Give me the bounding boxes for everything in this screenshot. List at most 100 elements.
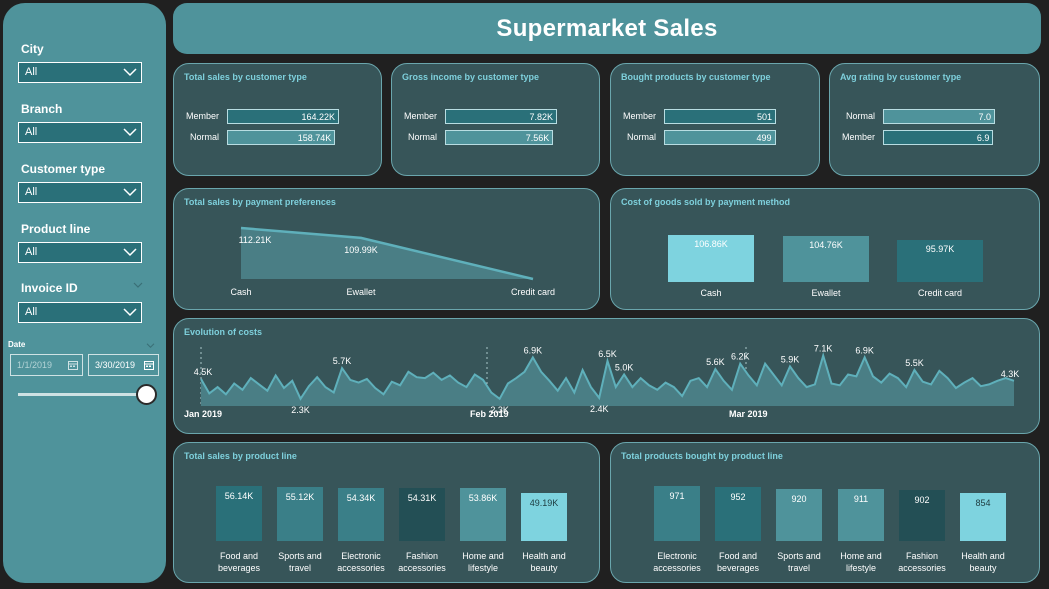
calendar-icon: [68, 361, 78, 370]
bar-value-label: 952: [730, 492, 746, 503]
bar-category-label: Normal: [407, 132, 437, 142]
customer-type-dropdown[interactable]: All: [18, 182, 142, 203]
bar-value-label: 6.9: [976, 133, 990, 143]
x-tick-label-line: lifestyle: [467, 563, 498, 573]
card-title: Bought products by customer type: [621, 72, 771, 82]
x-tick-label: Cash: [671, 287, 751, 299]
card-title: Total sales by product line: [184, 451, 297, 461]
date-range-slider-handle[interactable]: [136, 384, 157, 405]
x-tick-label-line: Food and: [718, 551, 758, 561]
branch-dropdown[interactable]: All: [18, 122, 142, 143]
data-label: 5.0K: [615, 363, 634, 373]
x-tick-label-line: Home and: [840, 551, 882, 561]
bar: [521, 492, 567, 541]
x-tick-label-line: Fashion: [905, 551, 939, 561]
start-date-input[interactable]: 1/1/2019: [10, 354, 83, 376]
area-fill: [201, 355, 1014, 406]
filter-sidebar: [3, 3, 166, 583]
date-range-slider-track[interactable]: [18, 393, 142, 396]
chevron-down-icon[interactable]: [146, 342, 155, 349]
date-filter-label: Date: [8, 340, 26, 349]
card-title: Evolution of costs: [184, 327, 263, 337]
chevron-down-icon: [123, 308, 137, 317]
dashboard-header: Supermarket Sales: [173, 3, 1041, 54]
end-date-input[interactable]: 3/30/2019: [88, 354, 159, 376]
bar: [960, 492, 1006, 541]
bar: [668, 235, 754, 282]
calendar-icon: [144, 361, 154, 370]
total-sales-by-payment-card: Total sales by payment preferences 112.2…: [173, 188, 600, 310]
chevron-down-icon: [123, 248, 137, 257]
evolution-area-chart: 4.5K 2.3K 5.7K 2.3K 6.9K 2.4K 6.5K 5.0K 5.6K 6.2K…: [184, 344, 1020, 419]
bar-value-label: 53.86K: [468, 493, 498, 504]
x-tick-label-line: Sports and: [777, 551, 821, 561]
total-sales-by-product-line-card: Total sales by product line 56.14K Food a…: [173, 442, 600, 583]
card-title: Total sales by payment preferences: [184, 197, 336, 207]
x-tick-label: Food and beverages: [199, 550, 279, 574]
product-line-dropdown[interactable]: All: [18, 242, 142, 263]
x-tick-label-line: travel: [787, 563, 810, 573]
invoice-id-dropdown[interactable]: All: [18, 302, 142, 323]
bar: [899, 489, 945, 541]
bar: [445, 109, 557, 124]
x-tick-label-line: accessories: [898, 563, 946, 573]
x-tick-label-line: accessories: [398, 563, 446, 573]
bar-value-label: 164.22K: [301, 112, 335, 122]
x-tick-label-line: Sports and: [278, 551, 322, 561]
bar: [445, 130, 554, 145]
bar: [227, 130, 336, 145]
x-tick-label-line: Cash: [700, 288, 722, 298]
x-tick-label: Home and lifestyle: [821, 550, 901, 574]
bar: [338, 487, 384, 541]
bar: [664, 109, 776, 124]
data-label: 112.21K: [239, 235, 272, 245]
start-date-value: 1/1/2019: [17, 360, 53, 370]
bar: [227, 109, 339, 124]
chevron-down-icon: [123, 128, 137, 137]
x-tick-label: Fashion accessories: [382, 550, 462, 574]
bar-category-label: Normal: [626, 132, 656, 142]
data-label: 5.5K: [905, 358, 924, 368]
x-tick-label-line: beverages: [217, 563, 261, 573]
data-label: 2.3K: [291, 405, 310, 415]
card-title: Gross income by customer type: [402, 72, 540, 82]
data-label: 6.9K: [855, 345, 874, 355]
bar-value-label: 54.31K: [407, 492, 437, 503]
bar-value-label: 95.97K: [925, 243, 955, 254]
product-line-filter-label: Product line: [21, 222, 91, 236]
x-tick-label: Ewallet: [346, 287, 376, 297]
product-line-dropdown-value: All: [25, 246, 38, 258]
bar-value-label: 104.76K: [809, 239, 843, 250]
x-tick-label-line: beauty: [969, 563, 997, 573]
total-sales-by-customer-type-card: Total sales by customer type Member 164.2…: [173, 63, 382, 176]
payment-area-chart: 112.21K 109.99K Cash Ewallet Credit card: [230, 226, 555, 297]
data-label: 2.3K: [490, 405, 509, 415]
area-fill: [241, 228, 533, 279]
data-label: 5.9K: [781, 354, 800, 364]
card-title: Avg rating by customer type: [840, 72, 962, 82]
x-tick-label: Electronic accessories: [321, 550, 401, 574]
bar: [897, 239, 983, 282]
city-dropdown[interactable]: All: [18, 62, 142, 83]
data-label: 4.3K: [1001, 369, 1020, 379]
x-tick-label: Credit card: [900, 287, 980, 299]
bar-value-label: 971: [669, 491, 685, 501]
x-tick-label: Ewallet: [786, 287, 866, 299]
x-tick-label-line: lifestyle: [845, 563, 876, 573]
evolution-of-costs-card: Evolution of costs 4.5K 2.3K 5.7K 2.3K 6.9K 2…: [173, 318, 1040, 434]
x-tick-label-line: Food and: [219, 551, 259, 561]
customer-type-dropdown-value: All: [25, 186, 38, 198]
x-tick-label: Home and lifestyle: [443, 550, 523, 574]
bar-value-label: 7.56K: [525, 133, 550, 143]
series-line: [200, 352, 1015, 401]
x-tick-label-line: Electronic: [341, 551, 381, 561]
bar-category-label: Normal: [845, 111, 875, 121]
bought-products-by-customer-type-card: Bought products by customer type Member 5…: [610, 63, 820, 176]
data-label: 6.5K: [598, 349, 617, 359]
chevron-down-icon[interactable]: [133, 281, 143, 289]
bar-value-label: 106.86K: [694, 239, 728, 249]
bar-value-label: 49.19K: [529, 497, 559, 508]
bar-value-label: 499: [756, 133, 772, 143]
bar-value-label: 7.0: [978, 112, 991, 122]
bar: [883, 130, 994, 145]
